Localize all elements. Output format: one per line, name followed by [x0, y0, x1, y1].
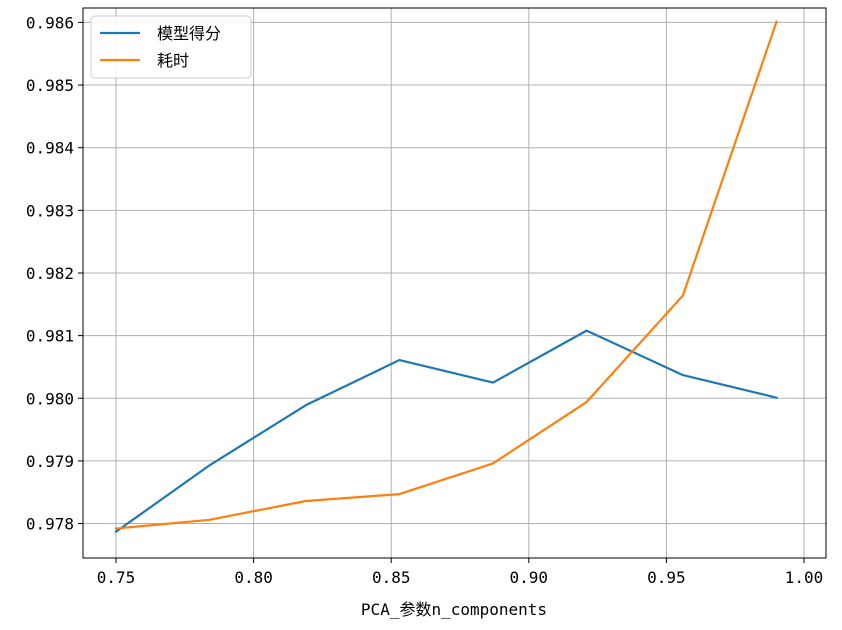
plot-frame: [82, 7, 827, 559]
y-tick-label: 0.984: [26, 139, 74, 158]
y-tick-label: 0.981: [26, 327, 74, 346]
series-line-0: [114, 329, 778, 534]
x-tick-label: 0.75: [97, 568, 136, 587]
y-tick-label: 0.979: [26, 452, 74, 471]
series-line-1: [114, 20, 778, 530]
x-axis: 0.75 0.80 0.85 0.90 0.95 1.00: [97, 558, 823, 587]
y-tick-label: 0.986: [26, 13, 74, 32]
grid: [83, 8, 826, 558]
legend-box: [90, 15, 252, 79]
legend-label-1: 耗时: [157, 51, 189, 70]
y-tick-label: 0.983: [26, 201, 74, 220]
x-axis-title: PCA_参数n_components: [361, 600, 547, 619]
x-tick-label: 0.95: [647, 568, 686, 587]
x-tick-label: 0.90: [510, 568, 549, 587]
y-tick-label: 0.982: [26, 264, 74, 283]
x-tick-label: 0.85: [372, 568, 411, 587]
x-tick-label: 0.80: [234, 568, 273, 587]
y-axis: 0.978 0.979 0.980 0.981 0.982 0.983 0.984 0.985…: [26, 13, 83, 534]
y-tick-label: 0.985: [26, 76, 74, 95]
x-tick-label: 1.00: [785, 568, 824, 587]
y-tick-label: 0.980: [26, 389, 74, 408]
legend-label-0: 模型得分: [157, 24, 221, 43]
series-lines: [114, 20, 778, 534]
y-tick-label: 0.978: [26, 515, 74, 534]
